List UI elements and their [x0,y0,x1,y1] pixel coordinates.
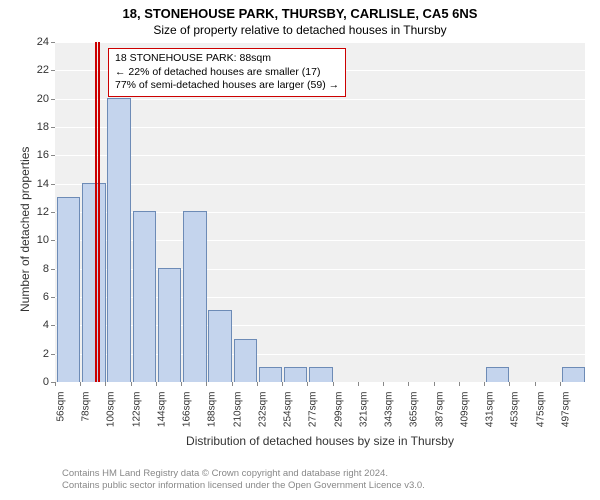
x-tick-mark [408,382,409,386]
y-tick-mark [51,155,55,156]
x-tick-label: 56sqm [56,392,67,422]
y-tick-mark [51,99,55,100]
x-tick-label: 78sqm [81,392,92,422]
y-tick-label: 18 [37,121,49,133]
x-tick-mark [80,382,81,386]
x-tick-label: 475sqm [535,392,546,428]
chart-title-address: 18, STONEHOUSE PARK, THURSBY, CARLISLE, … [0,0,600,21]
gridline [55,127,585,128]
marker-line [98,42,100,382]
x-tick-label: 431sqm [485,392,496,428]
annotation-line-1: 18 STONEHOUSE PARK: 88sqm [115,52,339,66]
x-tick-mark [307,382,308,386]
y-tick-mark [51,212,55,213]
x-tick-mark [181,382,182,386]
histogram-bar [183,211,206,382]
x-tick-label: 144sqm [156,392,167,428]
x-axis-label: Distribution of detached houses by size … [55,434,585,448]
gridline [55,382,585,383]
annotation-box: 18 STONEHOUSE PARK: 88sqm ← 22% of detac… [108,48,346,97]
attribution-text: Contains HM Land Registry data © Crown c… [62,468,425,493]
x-tick-label: 409sqm [459,392,470,428]
x-tick-mark [105,382,106,386]
histogram-bar [259,367,282,382]
histogram-bar [486,367,509,382]
y-tick-mark [51,297,55,298]
x-tick-mark [282,382,283,386]
x-tick-label: 497sqm [560,392,571,428]
x-tick-mark [459,382,460,386]
y-tick-label: 14 [37,178,49,190]
y-tick-mark [51,240,55,241]
gridline [55,99,585,100]
y-axis-label: Number of detached properties [18,292,32,312]
y-tick-label: 10 [37,234,49,246]
y-tick-mark [51,42,55,43]
x-tick-mark [232,382,233,386]
histogram-bar [208,310,231,382]
histogram-bar [562,367,585,382]
x-tick-label: 387sqm [434,392,445,428]
gridline [55,42,585,43]
gridline [55,184,585,185]
x-tick-label: 365sqm [409,392,420,428]
x-tick-label: 453sqm [510,392,521,428]
annotation-line-2: ← 22% of detached houses are smaller (17… [115,66,339,80]
x-tick-label: 232sqm [257,392,268,428]
x-tick-label: 210sqm [232,392,243,428]
y-tick-label: 6 [43,291,49,303]
x-tick-label: 166sqm [182,392,193,428]
x-tick-label: 343sqm [384,392,395,428]
histogram-bar [234,339,257,383]
histogram-bar [284,367,307,382]
x-tick-mark [358,382,359,386]
marker-line [95,42,97,382]
x-tick-mark [131,382,132,386]
x-tick-mark [333,382,334,386]
x-tick-mark [55,382,56,386]
y-tick-label: 16 [37,149,49,161]
x-tick-label: 100sqm [106,392,117,428]
y-tick-mark [51,325,55,326]
histogram-bar [158,268,181,382]
y-tick-mark [51,127,55,128]
x-tick-mark [383,382,384,386]
y-tick-label: 0 [43,376,49,388]
y-tick-label: 24 [37,36,49,48]
x-tick-mark [206,382,207,386]
x-tick-mark [509,382,510,386]
y-tick-label: 22 [37,64,49,76]
y-tick-label: 20 [37,93,49,105]
x-tick-mark [560,382,561,386]
x-tick-label: 122sqm [131,392,142,428]
x-tick-mark [257,382,258,386]
chart-subtitle: Size of property relative to detached ho… [0,21,600,37]
x-tick-mark [535,382,536,386]
attribution-line-2: Contains public sector information licen… [62,480,425,492]
x-tick-label: 277sqm [308,392,319,428]
x-tick-label: 299sqm [333,392,344,428]
x-tick-label: 321sqm [358,392,369,428]
y-tick-label: 4 [43,319,49,331]
histogram-bar [309,367,332,382]
x-tick-label: 254sqm [283,392,294,428]
y-tick-label: 2 [43,348,49,360]
x-tick-mark [156,382,157,386]
x-tick-label: 188sqm [207,392,218,428]
histogram-chart: 18, STONEHOUSE PARK, THURSBY, CARLISLE, … [0,0,600,500]
y-tick-label: 8 [43,263,49,275]
histogram-bar [133,211,156,382]
x-tick-mark [434,382,435,386]
gridline [55,155,585,156]
y-tick-label: 12 [37,206,49,218]
histogram-bar [107,98,130,382]
annotation-line-3: 77% of semi-detached houses are larger (… [115,79,339,93]
y-tick-mark [51,184,55,185]
y-tick-mark [51,269,55,270]
histogram-bar [57,197,80,382]
attribution-line-1: Contains HM Land Registry data © Crown c… [62,468,425,480]
y-tick-mark [51,354,55,355]
x-tick-mark [484,382,485,386]
y-tick-mark [51,70,55,71]
